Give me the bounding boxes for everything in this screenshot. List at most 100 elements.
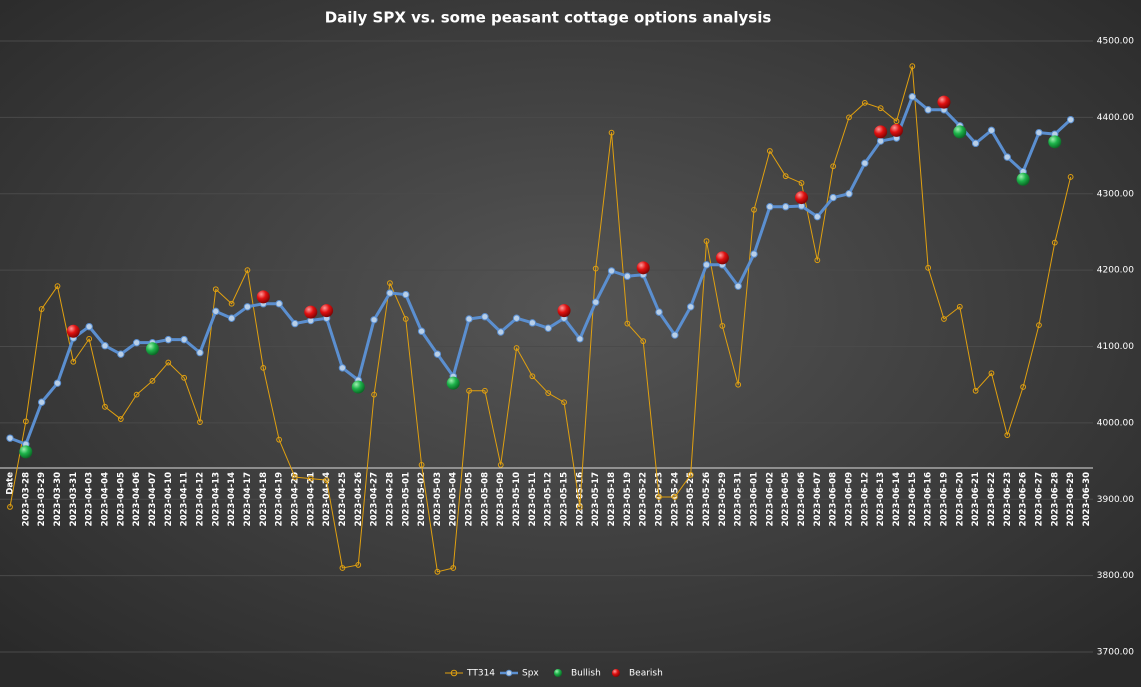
point-marker [877, 105, 884, 112]
point-marker [561, 399, 567, 406]
point-marker [497, 461, 504, 468]
point-marker [323, 477, 330, 484]
point-marker [275, 300, 283, 308]
point-marker [117, 350, 125, 358]
point-marker [181, 374, 188, 381]
x-tick-label: 2023-04-19 [275, 472, 285, 526]
x-tick-label: 2023-04-21 [306, 472, 316, 526]
x-tick-label: 2023-06-29 [1066, 472, 1076, 526]
point-marker [734, 282, 742, 290]
x-tick-label: 2023-06-27 [1034, 472, 1044, 526]
point-marker [766, 148, 773, 154]
point-marker [54, 283, 61, 290]
point-marker [164, 335, 173, 344]
x-tick-label: 2023-05-09 [496, 472, 506, 526]
x-tick-label: 2023-06-08 [829, 472, 839, 526]
point-marker [830, 163, 837, 170]
point-marker [433, 350, 442, 358]
point-marker [671, 331, 679, 339]
point-marker [703, 238, 710, 245]
point-marker [386, 289, 394, 297]
point-marker [876, 137, 885, 145]
point-marker [117, 416, 124, 422]
y-tick-label: 4400.00 [1097, 113, 1134, 123]
point-marker [971, 139, 980, 148]
x-tick-label: 2023-04-20 [290, 472, 300, 526]
point-marker [640, 338, 647, 345]
x-tick-label: 2023-06-09 [844, 472, 854, 526]
point-marker [544, 324, 552, 332]
point-marker [798, 180, 805, 186]
x-tick-label: 2023-06-06 [797, 472, 807, 526]
point-marker [133, 391, 140, 398]
legend-label: Bearish [629, 669, 663, 679]
point-marker [260, 364, 267, 371]
point-marker [576, 503, 583, 510]
signal-marker [145, 342, 159, 356]
point-marker [1066, 115, 1075, 124]
point-marker [512, 314, 521, 322]
point-marker [465, 315, 473, 323]
point-marker [387, 280, 393, 287]
point-marker [513, 345, 520, 351]
x-tick-label: 2023-06-12 [860, 472, 870, 526]
point-marker [244, 267, 251, 274]
point-marker [814, 257, 821, 264]
legend-swatch [554, 669, 562, 677]
signal-marker [19, 445, 33, 459]
legend-label: TT314 [466, 669, 495, 679]
point-marker [196, 348, 204, 357]
x-tick-label: 2023-03-31 [69, 472, 79, 526]
point-marker [908, 93, 917, 101]
point-marker [766, 203, 774, 211]
point-marker [101, 342, 109, 350]
point-marker [829, 193, 837, 202]
x-tick-label: 2023-05-19 [623, 472, 633, 526]
point-marker [687, 471, 694, 478]
x-tick-label: 2023-06-19 [939, 472, 949, 526]
point-marker [813, 212, 822, 221]
point-marker [434, 568, 441, 575]
point-marker [909, 63, 916, 70]
legend-label: Bullish [571, 669, 601, 679]
x-tick-label: 2023-05-01 [401, 472, 411, 526]
point-marker [671, 494, 678, 500]
x-tick-label: 2023-05-29 [718, 472, 728, 526]
point-marker [339, 565, 346, 571]
x-tick-label: 2023-06-15 [908, 472, 918, 526]
point-marker [592, 298, 600, 306]
x-tick-label: 2023-06-16 [924, 472, 934, 526]
signal-marker [557, 304, 571, 318]
point-marker [402, 290, 410, 299]
point-marker [212, 307, 220, 316]
series-line [9, 65, 1072, 573]
point-marker [987, 126, 996, 135]
x-tick-label: 2023-04-28 [385, 472, 395, 526]
point-marker [1004, 432, 1011, 438]
x-tick-label: 2023-05-15 [560, 472, 570, 526]
point-marker [371, 391, 377, 398]
point-marker [750, 250, 758, 258]
point-marker [719, 322, 726, 329]
x-tick-label: 2023-03-28 [21, 472, 31, 526]
point-marker [686, 303, 695, 311]
x-tick-label: 2023-05-22 [639, 472, 649, 526]
y-tick-label: 4200.00 [1097, 266, 1134, 276]
x-tick-label: 2023-04-25 [338, 472, 348, 526]
x-tick-label: 2023-06-13 [876, 472, 886, 526]
point-marker [861, 99, 868, 106]
signal-marker [304, 305, 318, 319]
point-marker [607, 267, 616, 275]
point-marker [1035, 128, 1043, 137]
x-tick-label: 2023-04-24 [322, 472, 332, 526]
point-marker [1020, 384, 1027, 390]
x-tick-label: 2023-06-20 [955, 472, 965, 526]
x-tick-label: 2023-06-05 [781, 472, 791, 526]
point-marker [227, 314, 236, 322]
point-marker [212, 286, 219, 293]
point-marker [845, 190, 853, 198]
point-marker [228, 300, 235, 307]
point-marker [70, 358, 77, 365]
x-tick-label: 2023-05-31 [734, 472, 744, 526]
